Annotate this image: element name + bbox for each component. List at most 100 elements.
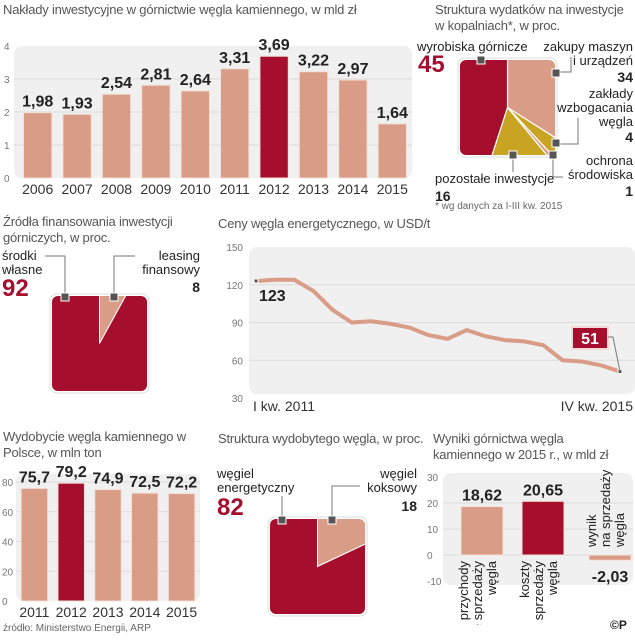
slice-label: zakłady [589,86,634,101]
bar [377,123,407,179]
x-tick-label: 2015 [166,604,197,620]
data-point [274,279,276,281]
bar-value-label: 2,64 [180,72,211,89]
y-tick-label: 1 [4,141,10,152]
slice-label: zakupy maszyn [543,39,633,54]
data-point [389,323,391,325]
y-tick-label: 2 [4,108,10,119]
pie-slice [507,107,555,155]
price-line [255,277,621,374]
data-point [332,309,334,311]
x-tick-label: 2011 [19,604,49,620]
callout-line [557,118,579,145]
callout-marker [551,68,561,78]
data-point [600,364,602,366]
slice-label: finansowy [142,262,200,277]
y-tick-label: 10 [427,525,439,536]
last-value-badge [571,326,609,350]
data-point [504,339,506,341]
bar [167,493,196,602]
source-note: źródło: Ministerstwo Energii, ARP [3,623,151,634]
production-bar-chart: 0 20 40 60 80 75,7 2011 79,2 2012 74,9 2013 72,5 201… [2,465,200,620]
prices-title: Ceny węgla energetycznego, w USD/t [218,216,431,231]
y-tick-label: 150 [226,243,243,254]
slice-label: koksowy [367,480,417,495]
bar [220,68,250,179]
first-value-label: 123 [259,288,286,305]
callout-line [45,255,66,296]
callout-marker [60,292,70,302]
callout-line [552,158,563,178]
category-label: sprzedaży [531,561,546,621]
bar-value-label: 20,65 [523,482,563,499]
y-tick-label: 120 [226,281,243,292]
bar [131,492,159,602]
callout-marker [508,150,518,160]
slice-label: węgla [598,114,634,129]
x-tick-label: 2012 [259,181,290,197]
x-tick-label: 2013 [298,181,329,197]
category-label: ze sprzedaży [470,561,485,625]
y-tick-label: 80 [2,478,14,489]
y-tick-label: 20 [2,567,14,578]
bar [259,55,289,179]
slice-value-label: 8 [192,279,200,295]
category-label: wynik [584,514,599,548]
plot-background [249,247,635,394]
y-tick-label: 0 [4,174,10,185]
mined-structure-title: Struktura wydobytego węgla, w proc. [218,431,424,446]
expenditure-title: Struktura wydatków na inwestycje w kopal… [435,2,624,33]
results-title: Wyniki górnictwa węgla kamiennego w 2015… [433,431,609,462]
bar-value-label: 2,54 [101,75,132,92]
bar [20,487,49,602]
data-point [351,322,353,323]
bar-value-label: 1,98 [22,94,53,111]
data-point [466,329,468,331]
data-point [408,327,410,329]
x-tick-label: 2007 [62,181,93,197]
bar-value-label: 3,31 [219,50,250,67]
bar [94,489,122,602]
slice-label: węgiel [379,466,417,481]
bar [338,79,368,179]
callout-line [557,57,572,73]
slice-value-label: 16 [435,188,451,204]
data-point [485,335,487,337]
slice-value-label: 92 [2,275,29,302]
category-label: węgla [612,512,627,548]
callout-line [113,255,135,296]
slice-label: wyrobiska górnicze [416,39,528,54]
category-label: koszty [517,561,532,598]
y-tick-label: 30 [232,394,244,405]
bar-value-label: 79,2 [56,465,87,481]
y-tick-label: 4 [4,42,10,53]
bar [57,482,85,602]
bar [460,506,504,556]
callout-marker [327,515,337,525]
callout-marker [277,515,287,525]
results-bar-chart: -10 0 10 20 30 18,62 20,65 -2,03 przychody ze spr… [427,469,633,625]
data-point [312,290,314,292]
y-tick-label: 40 [2,538,14,549]
slice-label: leasing [159,250,200,263]
callout-marker [476,55,486,65]
data-point [523,340,525,342]
y-tick-label: 90 [232,319,244,330]
slice-value-label: 1 [625,183,633,199]
investment-title: Nakłady inwestycyjne w górnictwie węgla … [3,2,357,17]
bar [23,112,53,179]
slice-value-label: 4 [625,129,633,145]
x-tick-label: 2010 [180,181,211,197]
y-tick-label: 0 [427,551,433,562]
pie-slice [52,296,147,391]
x-tick-label: 2015 [377,181,408,197]
slice-label: i urządzeń [573,53,633,68]
pie-slice [270,519,365,614]
bar [521,500,565,556]
bar-value-label: 2,97 [337,61,368,78]
bar [62,113,92,179]
bar-value-label: 3,69 [259,37,290,54]
x-tick-label: 2014 [337,181,368,197]
